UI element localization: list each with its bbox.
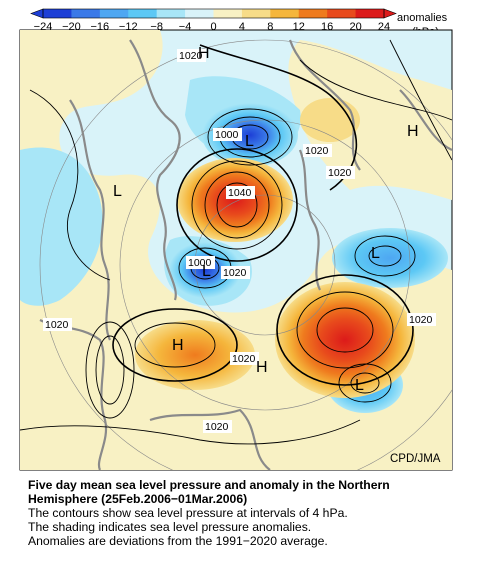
low-anomaly-east: [332, 228, 448, 288]
colorbar-swatch: [327, 9, 357, 18]
contour-label: 1040: [228, 187, 252, 199]
high-marker: H: [256, 359, 268, 376]
high-marker: H: [198, 45, 210, 62]
caption-title-line-2: Hemisphere (25Feb.2006−01Mar.2006): [28, 492, 248, 506]
high-anomaly-greenland: [177, 158, 293, 242]
high-marker: H: [172, 337, 184, 354]
isobars: [20, 39, 452, 445]
contour-label: 1000: [188, 257, 212, 269]
low-marker: L: [371, 245, 380, 262]
high-marker: H: [407, 123, 419, 140]
credit-label: CPD/JMA: [390, 453, 441, 465]
colorbar-swatch: [99, 9, 129, 18]
low-marker: L: [245, 133, 254, 150]
caption: Five day mean sea level pressure and ano…: [28, 478, 468, 548]
caption-title-line-1: Five day mean sea level pressure and ano…: [28, 478, 390, 492]
anomaly-area-light-positive-north: [288, 40, 452, 200]
high-anomaly-asia: [135, 320, 255, 390]
contour-label: 1000: [215, 129, 239, 141]
high-anomaly-northeast: [300, 98, 360, 142]
colorbar-swatch: [298, 9, 328, 18]
low-marker: L: [202, 263, 211, 280]
contour-label: 1020: [305, 145, 329, 157]
colorbar-arrow-left: [30, 8, 44, 19]
colorbar-swatch: [185, 9, 214, 18]
contour-label: 1020: [223, 267, 247, 279]
colorbar-tick-label: 8: [267, 21, 273, 33]
colorbar-swatch: [213, 9, 243, 18]
contour-label: 1020: [328, 167, 352, 179]
high-anomaly-atlantic: [275, 282, 415, 398]
contour-label: 1020: [205, 421, 229, 433]
colorbar-swatch: [156, 9, 186, 18]
colorbar-swatch: [71, 9, 101, 18]
colorbar-swatch: [128, 9, 158, 18]
coastlines: [39, 39, 452, 470]
colorbar-swatch: [270, 9, 300, 18]
contour-label: 1020: [45, 319, 69, 331]
latitude-circle: [39, 39, 452, 470]
contour-label: 1020: [179, 50, 203, 62]
caption-line-contours: The contours show sea level pressure at …: [28, 506, 348, 520]
low-marker: L: [113, 183, 122, 200]
low-anomaly-north: [202, 103, 298, 167]
colorbar-swatch: [43, 9, 72, 18]
contour-label: 1020: [409, 314, 433, 326]
colorbar-outline: [42, 8, 385, 19]
colorbar-arrow-right: [383, 8, 397, 19]
caption-line-shading: The shading indicates sea level pressure…: [28, 520, 312, 534]
contour-label: 1020: [232, 353, 256, 365]
colorbar-swatch: [355, 9, 385, 18]
anomaly-area-light-negative-west: [20, 147, 103, 306]
colorbar-swatch: [241, 9, 271, 18]
colorbar-unit-label: anomalies: [397, 12, 448, 24]
colorbar-tick-label: 4: [239, 21, 245, 33]
colorbar: −24 −20 −16 −12 −8 −4 0 4 8 12 16 20 24: [30, 8, 397, 33]
low-marker: L: [355, 377, 364, 394]
caption-line-anomalies: Anomalies are deviations from the 1991−2…: [28, 534, 328, 548]
colorbar-tick-label: 0: [210, 21, 216, 33]
